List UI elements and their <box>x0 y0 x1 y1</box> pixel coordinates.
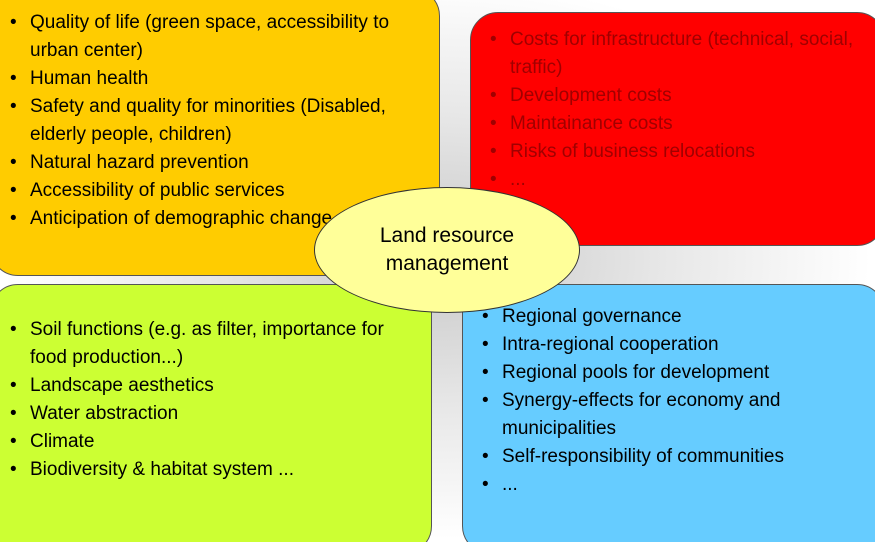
bullet-item: Synergy-effects for economy and municipa… <box>482 387 874 443</box>
bullet-item: Safety and quality for minorities (Disab… <box>10 93 422 149</box>
bullet-item: Accessibility of public services <box>10 177 422 205</box>
economic-list: Costs for infrastructure (technical, soc… <box>490 26 872 194</box>
bullet-item: Soil functions (e.g. as filter, importan… <box>10 316 424 372</box>
bullet-item: Risks of business relocations <box>490 138 872 166</box>
bullet-item: Climate <box>10 428 424 456</box>
bullet-item: Intra-regional cooperation <box>482 331 874 359</box>
bullet-item: Biodiversity & habitat system ... <box>10 456 424 484</box>
governance-list: Regional governanceIntra-regional cooper… <box>482 303 874 499</box>
bullet-item: Self-responsibility of communities <box>482 443 874 471</box>
bullet-item: Regional pools for development <box>482 359 874 387</box>
bullet-item: Costs for infrastructure (technical, soc… <box>490 26 872 82</box>
social-list: Quality of life (green space, accessibil… <box>10 9 422 233</box>
bullet-item: Human health <box>10 65 422 93</box>
bullet-item: Maintainance costs <box>490 110 872 138</box>
bullet-item: ... <box>490 166 872 194</box>
bullet-item: ... <box>482 471 874 499</box>
bullet-item: Development costs <box>490 82 872 110</box>
center-ellipse: Land resource management <box>314 187 580 313</box>
ecological-list: Soil functions (e.g. as filter, importan… <box>10 316 424 484</box>
bullet-item: Quality of life (green space, accessibil… <box>10 9 422 65</box>
bullet-item: Water abstraction <box>10 400 424 428</box>
center-label: Land resource management <box>379 224 515 275</box>
bullet-item: Landscape aesthetics <box>10 372 424 400</box>
bullet-item: Anticipation of demographic change... <box>10 205 422 233</box>
bullet-item: Regional governance <box>482 303 874 331</box>
bullet-item: Natural hazard prevention <box>10 149 422 177</box>
